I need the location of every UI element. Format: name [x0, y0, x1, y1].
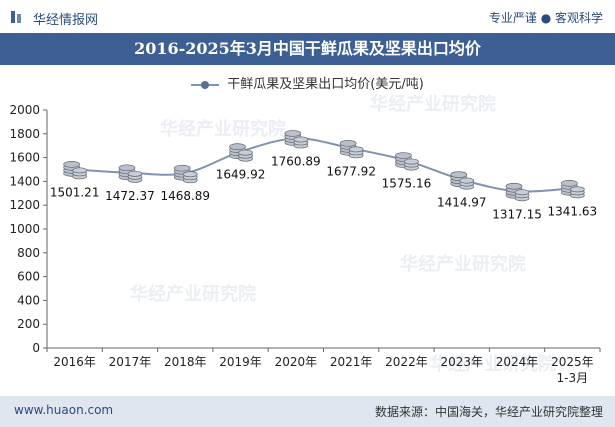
series-group: 1501.21 1472.37 1468.89 1649.92 1760.89 1677.… — [50, 130, 597, 221]
footer-source: 数据来源：中国海关，华经产业研究院整理 — [374, 405, 603, 419]
axes: 0 200 400 600 800 1000 1200 1400 1600 1800 2000 201… — [9, 103, 601, 385]
data-label: 1414.97 — [437, 196, 487, 210]
y-tick-label: 1600 — [9, 151, 40, 165]
watermark: 华经产业研究院 — [400, 253, 526, 275]
y-tick-label: 1200 — [9, 198, 40, 212]
y-tick-label: 800 — [17, 246, 40, 260]
footer-bar: www.huaon.com 数据来源：中国海关，华经产业研究院整理 — [0, 396, 615, 427]
data-label: 1677.92 — [326, 164, 376, 178]
data-label: 1472.37 — [105, 189, 155, 203]
legend-line-icon — [191, 79, 220, 91]
logo-icon — [11, 11, 21, 23]
y-tick-label: 2000 — [9, 103, 40, 117]
watermark: 华经产业研究院 — [430, 353, 556, 375]
data-point-marker — [505, 182, 530, 202]
legend-label: 干鲜瓜果及坚果出口均价(美元/吨) — [227, 77, 424, 92]
x-tick-sublabel: 1-3月 — [557, 371, 589, 385]
footer-site: www.huaon.com — [14, 403, 114, 417]
top-bar: 华经情报网 专业严谨 ● 客观科学 — [0, 0, 615, 33]
coin — [293, 136, 309, 143]
data-point-marker — [450, 171, 475, 190]
line-chart: 华经产业研究院 华经产业研究院 华经产业研究院 华经产业研究院 华经产业研究院 … — [9, 93, 601, 385]
y-tick-label: 200 — [17, 317, 40, 331]
data-label: 1760.89 — [271, 154, 321, 168]
coin — [450, 171, 468, 178]
x-tick-label: 2023年 — [440, 355, 483, 369]
tagline: 专业严谨 ● 客观科学 — [488, 11, 603, 25]
x-tick-label: 2025年 — [551, 355, 594, 369]
coin — [459, 177, 475, 184]
coin — [505, 182, 523, 190]
x-tick-label: 2022年 — [385, 355, 428, 369]
data-label: 1575.16 — [382, 177, 432, 191]
x-tick-label: 2019年 — [219, 355, 262, 369]
data-point-marker — [173, 164, 198, 184]
chart-title: 2016-2025年3月中国干鲜瓜果及坚果出口均价 — [0, 33, 615, 65]
legend: 干鲜瓜果及坚果出口均价(美元/吨) — [0, 73, 615, 92]
watermark: 华经产业研究院 — [130, 283, 256, 305]
data-point-marker — [118, 164, 143, 183]
x-tick-label: 2021年 — [330, 355, 373, 369]
data-point-marker — [63, 161, 88, 180]
x-tick-label: 2024年 — [496, 355, 539, 369]
data-label: 1468.89 — [160, 189, 210, 203]
y-tick-label: 400 — [17, 293, 40, 307]
coin — [72, 167, 88, 174]
x-tick-label: 2018年 — [164, 355, 207, 369]
coin — [229, 143, 246, 151]
data-label: 1501.21 — [50, 185, 100, 199]
y-tick-label: 0 — [32, 341, 40, 355]
y-tick-label: 1000 — [9, 222, 40, 236]
data-point-marker — [284, 130, 309, 149]
data-label: 1341.63 — [548, 204, 598, 218]
coin — [569, 186, 585, 193]
x-tick-label: 2017年 — [109, 355, 152, 369]
coin — [395, 152, 412, 159]
watermark: 华经产业研究院 — [370, 93, 496, 115]
coin — [118, 164, 136, 172]
data-point-marker — [229, 143, 253, 162]
data-point-marker — [339, 139, 364, 159]
series-line — [74, 137, 573, 193]
x-tick-label: 2020年 — [275, 355, 318, 369]
data-label: 1649.92 — [216, 168, 266, 182]
coin — [284, 130, 302, 137]
data-point-marker — [560, 179, 585, 199]
y-tick-label: 600 — [17, 270, 40, 284]
coin — [514, 189, 530, 196]
coin — [182, 171, 198, 178]
data-point-marker — [395, 152, 419, 171]
coin — [238, 149, 253, 156]
watermarks: 华经产业研究院 华经产业研究院 华经产业研究院 华经产业研究院 华经产业研究院 — [130, 93, 556, 375]
y-tick-label: 1400 — [9, 174, 40, 188]
coin — [339, 139, 357, 147]
x-tick-label: 2016年 — [53, 355, 96, 369]
y-tick-label: 1800 — [9, 127, 40, 141]
coin — [173, 164, 191, 172]
watermark: 华经产业研究院 — [160, 118, 286, 140]
coin — [127, 170, 143, 177]
data-label: 1317.15 — [492, 207, 542, 221]
coin — [63, 161, 81, 168]
coin — [348, 146, 364, 153]
brand-name: 华经情报网 — [33, 13, 99, 28]
coin — [560, 179, 578, 187]
coin — [404, 158, 419, 165]
